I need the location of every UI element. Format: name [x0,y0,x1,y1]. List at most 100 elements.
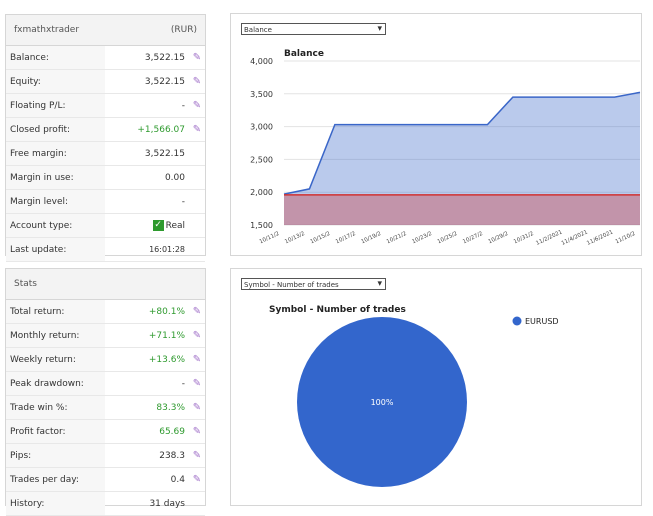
row: Closed profit: +1,566.07 ✎ [6,118,205,142]
value-text: 65.69 [159,426,185,437]
row-label: Account type: [6,214,105,237]
row-label: Trades per day: [6,468,105,491]
edit-icon [189,214,205,237]
row-label: Trade win %: [6,396,105,419]
value-text: 16:01:28 [149,245,185,254]
row: Monthly return: +71.1% ✎ [6,324,205,348]
value-text: +13.6% [148,354,185,365]
row-value: 31 days [105,499,189,509]
row-label: Floating P/L: [6,94,105,117]
row-value: 3,522.15 [105,77,189,87]
value-text: +1,566.07 [137,124,185,135]
row: Balance: 3,522.15 ✎ [6,46,205,70]
row: Free margin: 3,522.15 [6,142,205,166]
value-text: 238.3 [159,450,185,461]
edit-icon[interactable]: ✎ [192,354,202,365]
row-value: ✓ Real [105,220,189,231]
row-label: Profit factor: [6,420,105,443]
edit-icon[interactable]: ✎ [192,76,202,87]
edit-icon[interactable]: ✎ [192,378,202,389]
row: Pips: 238.3 ✎ [6,444,205,468]
chart-selector[interactable]: Balance [241,23,386,35]
row-label: History: [6,492,105,515]
row-value: 238.3 [105,451,189,461]
value-text: 0.4 [170,474,185,485]
value-text: Real [165,221,185,231]
row-label: Weekly return: [6,348,105,371]
account-panel: fxmathxtrader (RUR) Balance: 3,522.15 ✎ Equi… [5,14,206,262]
row: Floating P/L: - ✎ [6,94,205,118]
row: Profit factor: 65.69 ✎ [6,420,205,444]
row: Peak drawdown: - ✎ [6,372,205,396]
row-value: 83.3% [105,403,189,413]
row-label: Margin in use: [6,166,105,189]
edit-icon[interactable]: ✎ [192,450,202,461]
row-value: - [105,197,189,207]
edit-icon[interactable]: ✎ [192,474,202,485]
value-text: - [181,378,185,389]
row-label: Closed profit: [6,118,105,141]
row-label: Equity: [6,70,105,93]
stats-panel: Stats Total return: +80.1% ✎ Monthly return… [5,268,206,516]
row-value: +80.1% [105,307,189,317]
row-value: - [105,379,189,389]
stats-header: Stats [6,269,205,300]
stats-title: Stats [14,279,37,289]
row: History: 31 days [6,492,205,516]
edit-icon [189,166,205,189]
row-value: 3,522.15 [105,149,189,159]
value-text: 3,522.15 [144,52,185,63]
row-label: Margin level: [6,190,105,213]
value-text: +80.1% [148,306,185,317]
row-label: Last update: [6,238,105,261]
value-text: +71.1% [148,330,185,341]
row-label: Pips: [6,444,105,467]
row: Trades per day: 0.4 ✎ [6,468,205,492]
row-value: +71.1% [105,331,189,341]
edit-icon [189,492,205,515]
value-text: 0.00 [164,172,185,183]
row: Account type: ✓ Real [6,214,205,238]
row: Total return: +80.1% ✎ [6,300,205,324]
row-label: Balance: [6,46,105,69]
row-value: 3,522.15 [105,53,189,63]
check-icon: ✓ [152,220,164,231]
value-text: 83.3% [156,402,185,413]
pie-panel: Symbol - Number of trades [230,268,642,506]
row: Weekly return: +13.6% ✎ [6,348,205,372]
edit-icon[interactable]: ✎ [192,426,202,437]
row-value: 0.00 [105,173,189,183]
edit-icon [189,190,205,213]
edit-icon[interactable]: ✎ [192,124,202,135]
account-name: fxmathxtrader [14,25,80,35]
row-value: +13.6% [105,355,189,365]
edit-icon[interactable]: ✎ [192,402,202,413]
value-text: - [181,196,185,207]
value-text: - [181,100,185,111]
row: Trade win %: 83.3% ✎ [6,396,205,420]
row-label: Free margin: [6,142,105,165]
row: Margin level: - [6,190,205,214]
row-label: Monthly return: [6,324,105,347]
account-header: fxmathxtrader (RUR) [6,15,205,46]
row-value: - [105,101,189,111]
row: Last update: 16:01:28 [6,238,205,262]
edit-icon[interactable]: ✎ [192,306,202,317]
row-label: Peak drawdown: [6,372,105,395]
row-value: 0.4 [105,475,189,485]
edit-icon [189,238,205,261]
chart-selector[interactable]: Symbol - Number of trades [241,278,386,290]
edit-icon[interactable]: ✎ [192,330,202,341]
edit-icon[interactable]: ✎ [192,100,202,111]
row: Equity: 3,522.15 ✎ [6,70,205,94]
row-label: Total return: [6,300,105,323]
row: Margin in use: 0.00 [6,166,205,190]
edit-icon [189,142,205,165]
row-value: 16:01:28 [105,245,189,254]
value-text: 3,522.15 [144,76,185,87]
row-value: +1,566.07 [105,125,189,135]
edit-icon[interactable]: ✎ [192,52,202,63]
value-text: 31 days [149,498,185,509]
value-text: 3,522.15 [144,148,185,159]
